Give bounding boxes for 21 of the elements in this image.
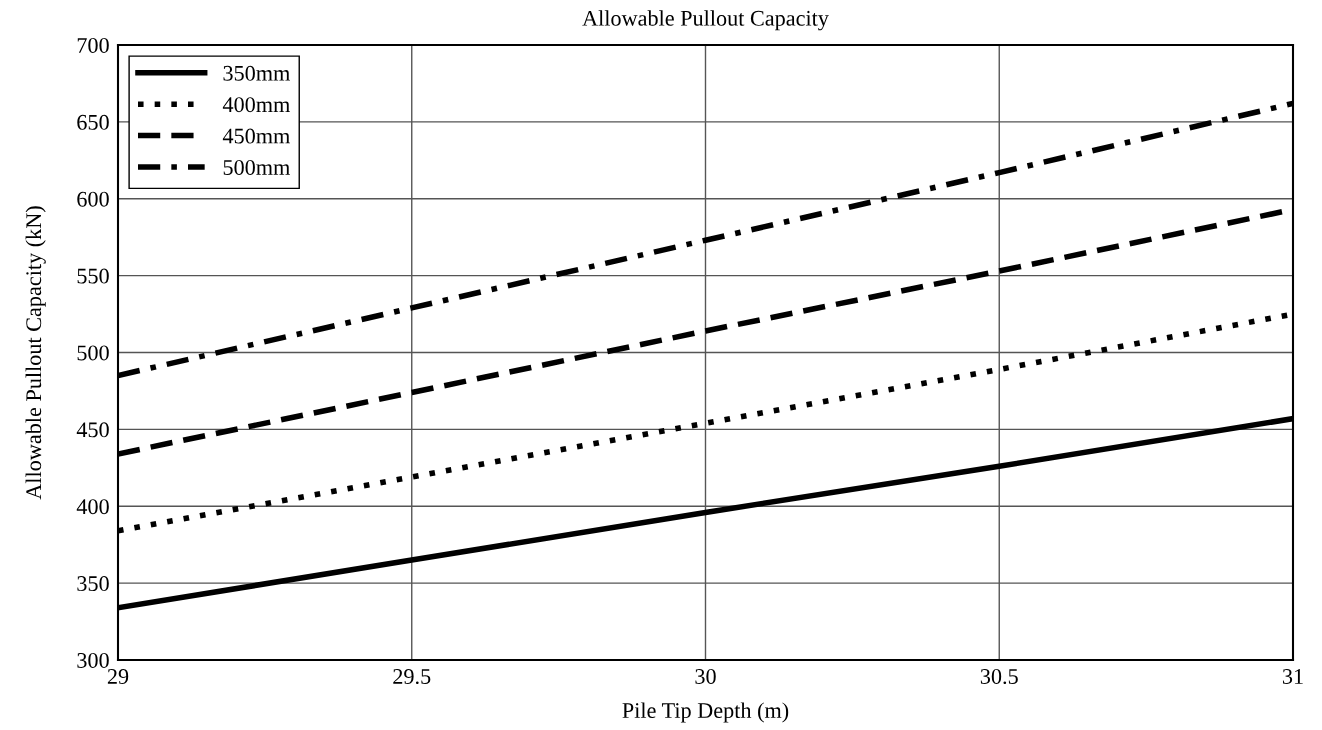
y-tick-label: 350 [77, 576, 109, 592]
legend-label: 400mm [222, 97, 290, 113]
x-tick-label: 29.5 [393, 669, 431, 685]
x-tick-label: 30.5 [980, 668, 1018, 685]
y-tick-label: 600 [77, 191, 109, 207]
legend-label: 350mm [223, 65, 290, 81]
x-tick-label: 31 [1282, 669, 1303, 684]
y-tick-label: 300 [77, 652, 109, 668]
x-tick-label: 29 [107, 669, 129, 684]
y-tick-label: 550 [77, 268, 109, 284]
y-tick-label: 450 [76, 422, 109, 438]
legend-label: 450mm [222, 128, 290, 144]
y-axis-title: Allowable Pullout Capacity (kN) [25, 206, 46, 500]
x-tick-label: 30 [695, 668, 716, 684]
y-tick-label: 650 [77, 114, 109, 130]
y-tick-label: 400 [76, 499, 109, 515]
legend-label: 500mm [223, 159, 290, 175]
x-axis-title: Pile Tip Depth (m) [622, 702, 789, 723]
y-tick-label: 500 [77, 345, 109, 361]
chart-title: Allowable Pullout Capacity [582, 10, 829, 31]
y-tick-label: 700 [77, 37, 109, 53]
